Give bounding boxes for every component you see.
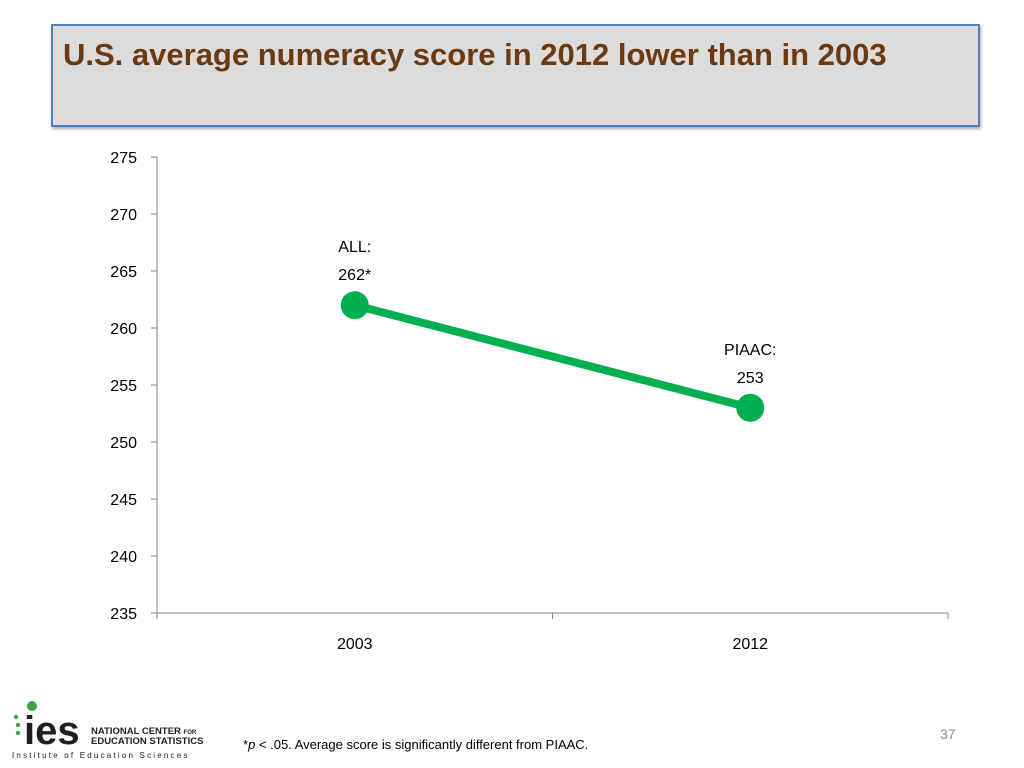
footnote-p: p <box>248 737 256 752</box>
y-tick-label: 240 <box>110 549 137 566</box>
logo-line2: EDUCATION STATISTICS <box>91 736 203 747</box>
data-label: PIAAC: 253 <box>724 342 776 387</box>
logo-dot <box>13 714 19 720</box>
ies-logo: ies NATIONAL CENTER FOR EDUCATION STATIS… <box>12 701 203 760</box>
data-point <box>736 393 765 422</box>
logo-tagline: Institute of Education Sciences <box>12 751 190 760</box>
footnote: *p < .05. Average score is significantly… <box>243 737 588 752</box>
x-tick-label: 2012 <box>732 636 768 653</box>
y-tick-label: 275 <box>110 150 137 167</box>
data-point <box>340 291 369 320</box>
title-box: U.S. average numeracy score in 2012 lowe… <box>51 24 980 127</box>
page-number: 37 <box>940 726 956 742</box>
logo-dot <box>15 730 21 736</box>
data-label-line: 262* <box>338 267 371 284</box>
data-label-line: ALL: <box>338 239 371 256</box>
y-tick-label: 245 <box>110 492 137 509</box>
line-chart: 235 240 245 250 255 260 265 270 275 2003 2012 ALL: 2… <box>110 150 949 653</box>
y-tick-label: 250 <box>110 435 137 452</box>
data-label: ALL: 262* <box>338 239 371 284</box>
page-title: U.S. average numeracy score in 2012 lowe… <box>63 37 887 72</box>
data-label-line: PIAAC: <box>724 342 776 359</box>
footnote-text: < .05. Average score is significantly di… <box>255 737 589 752</box>
y-tick-label: 260 <box>110 321 137 338</box>
y-tick-label: 265 <box>110 264 137 281</box>
data-label-line: 253 <box>737 370 764 387</box>
logo-line1: NATIONAL CENTER FOR <box>91 726 197 737</box>
y-tick-label: 270 <box>110 207 137 224</box>
logo-dot <box>15 722 21 728</box>
series-line <box>350 301 755 412</box>
x-tick-label: 2003 <box>337 636 373 653</box>
logo-i-dot <box>27 701 37 711</box>
y-tick-label: 235 <box>110 606 137 623</box>
y-tick-label: 255 <box>110 378 137 395</box>
logo-letters: ies <box>24 709 80 753</box>
footnote-star: * <box>243 737 249 752</box>
